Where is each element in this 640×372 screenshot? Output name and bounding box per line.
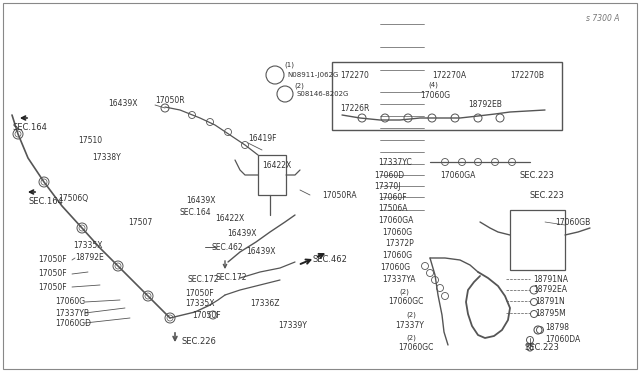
Text: 17338Y: 17338Y [92, 153, 121, 161]
Text: 18791N: 18791N [535, 296, 564, 305]
Text: SEC.164: SEC.164 [12, 122, 47, 131]
Text: 16439X: 16439X [227, 228, 257, 237]
Text: 17336Z: 17336Z [250, 299, 280, 308]
Text: 16422X: 16422X [262, 160, 291, 170]
Text: 17060GA: 17060GA [378, 215, 413, 224]
Text: 172270B: 172270B [510, 71, 544, 80]
Text: 17337YB: 17337YB [55, 308, 89, 317]
Bar [332, 62, 562, 130]
Text: 18795M: 18795M [535, 308, 566, 317]
Text: 17060GC: 17060GC [398, 343, 433, 353]
Text: 17226R: 17226R [340, 103, 369, 112]
Text: 17060GA: 17060GA [440, 170, 476, 180]
Text: 17060G: 17060G [382, 228, 412, 237]
Text: 16439X: 16439X [186, 196, 216, 205]
Text: SEC.164: SEC.164 [180, 208, 212, 217]
Text: 17337YC: 17337YC [378, 157, 412, 167]
Bar [510, 210, 565, 270]
Text: 17060G: 17060G [380, 263, 410, 273]
Text: 17060GD: 17060GD [55, 318, 91, 327]
Text: 17050F: 17050F [192, 311, 221, 320]
Text: 17510: 17510 [78, 135, 102, 144]
Text: SEC.226: SEC.226 [181, 337, 216, 346]
Text: 172270A: 172270A [432, 71, 466, 80]
Text: 16422X: 16422X [215, 214, 244, 222]
Text: 16439X: 16439X [246, 247, 275, 257]
Text: (2): (2) [399, 289, 409, 295]
Text: 17050F: 17050F [38, 256, 67, 264]
Text: 17337YA: 17337YA [382, 276, 415, 285]
Text: 17060F: 17060F [378, 192, 406, 202]
Text: 17050F: 17050F [38, 269, 67, 279]
Text: (2): (2) [294, 83, 304, 89]
Text: SEC.172: SEC.172 [215, 273, 246, 282]
Text: 18792EB: 18792EB [468, 99, 502, 109]
Text: SEC.462: SEC.462 [212, 243, 244, 251]
Text: SEC.164: SEC.164 [28, 196, 63, 205]
Text: 18792E: 18792E [75, 253, 104, 263]
Text: 17506Q: 17506Q [58, 193, 88, 202]
Text: S08146-8202G: S08146-8202G [297, 91, 349, 97]
Text: 17060G: 17060G [420, 90, 450, 99]
Text: 17507: 17507 [128, 218, 152, 227]
Text: 17339Y: 17339Y [278, 321, 307, 330]
Text: 17050R: 17050R [155, 96, 184, 105]
Text: 17060G: 17060G [55, 298, 85, 307]
Text: SEC.172: SEC.172 [188, 276, 220, 285]
Text: 17506A: 17506A [378, 203, 408, 212]
Text: SEC.223: SEC.223 [525, 343, 560, 353]
Bar [258, 155, 286, 195]
Text: (4): (4) [428, 82, 438, 88]
Text: 17050F: 17050F [185, 289, 214, 298]
Text: SEC.462: SEC.462 [313, 256, 348, 264]
Text: 18791NA: 18791NA [533, 275, 568, 283]
Text: 17050F: 17050F [38, 282, 67, 292]
Text: (2): (2) [406, 335, 416, 341]
Text: 172270: 172270 [340, 71, 369, 80]
Text: 17060D: 17060D [374, 170, 404, 180]
Text: 16419F: 16419F [248, 134, 276, 142]
Text: 17335X: 17335X [73, 241, 102, 250]
Text: N08911-J062G: N08911-J062G [287, 72, 339, 78]
Text: 18792EA: 18792EA [533, 285, 567, 295]
Text: 17050RA: 17050RA [322, 190, 356, 199]
Text: 17372P: 17372P [385, 240, 413, 248]
Text: s 7300 A: s 7300 A [586, 13, 620, 22]
Text: 17337Y: 17337Y [395, 321, 424, 330]
Text: SEC.223: SEC.223 [530, 190, 565, 199]
Text: 17060GC: 17060GC [388, 298, 424, 307]
Text: 17060G: 17060G [382, 251, 412, 260]
Text: (1): (1) [284, 62, 294, 68]
Text: (2): (2) [406, 312, 416, 318]
Text: 16439X: 16439X [108, 99, 138, 108]
Text: 18798: 18798 [545, 324, 569, 333]
Text: SEC.223: SEC.223 [520, 170, 555, 180]
Text: 17370J: 17370J [374, 182, 401, 190]
Text: 17335X: 17335X [185, 298, 214, 308]
Text: 17060DA: 17060DA [545, 336, 580, 344]
Text: 17060GB: 17060GB [555, 218, 590, 227]
